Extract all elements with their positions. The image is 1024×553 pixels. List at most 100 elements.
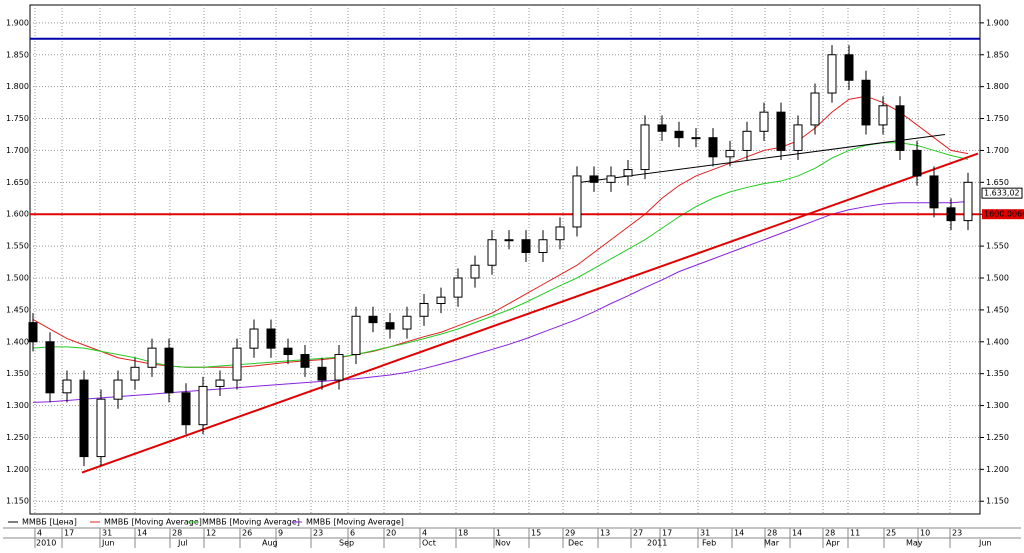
legend-label: ММВБ [Moving Average] bbox=[104, 518, 202, 527]
candle-body bbox=[453, 277, 463, 298]
y-tick-label: 1.150 bbox=[986, 497, 1009, 506]
x-day-label: 31 bbox=[102, 529, 112, 538]
candle-body bbox=[419, 303, 429, 317]
candle-body bbox=[708, 137, 718, 158]
x-month-label: Feb bbox=[702, 539, 716, 548]
y-tick-label: 1.750 bbox=[986, 114, 1009, 123]
x-month-label: Mar bbox=[764, 539, 780, 548]
candle-body bbox=[589, 175, 599, 183]
x-month-label: Nov bbox=[495, 539, 511, 548]
y-tick-label: 1.750 bbox=[6, 114, 29, 123]
moving-average-line bbox=[32, 200, 969, 403]
legend-label: ММВБ [Moving Average] bbox=[202, 518, 300, 527]
x-month-label: Aug bbox=[262, 539, 278, 548]
y-tick-label: 1.450 bbox=[6, 305, 29, 314]
candle-body bbox=[691, 137, 701, 140]
candle-body bbox=[912, 149, 922, 177]
level-tag bbox=[982, 209, 1024, 220]
candle-body bbox=[895, 105, 905, 151]
candle-body bbox=[198, 385, 208, 426]
candle-body bbox=[402, 315, 412, 330]
x-month-label: Jul bbox=[177, 539, 188, 548]
candle-body bbox=[266, 328, 276, 349]
x-day-label: 4 bbox=[422, 529, 427, 538]
x-day-label: 23 bbox=[952, 529, 962, 538]
y-tick-label: 1.200 bbox=[986, 465, 1009, 474]
candle-body bbox=[861, 79, 871, 126]
x-day-label: 20 bbox=[386, 529, 396, 538]
level-label: 1600,0066 bbox=[984, 210, 1024, 219]
moving-average-line bbox=[32, 142, 969, 368]
candle-body bbox=[776, 111, 786, 151]
candle-body bbox=[538, 239, 548, 253]
candle-body bbox=[249, 328, 259, 349]
x-day-label: 28 bbox=[825, 529, 835, 538]
y-tick-label: 1.900 bbox=[986, 18, 1009, 27]
y-tick-label: 1.150 bbox=[6, 497, 29, 506]
x-month-label: Jun bbox=[101, 539, 115, 548]
x-day-label: 28 bbox=[172, 529, 182, 538]
x-day-label: 14 bbox=[792, 529, 802, 538]
candle-body bbox=[572, 175, 582, 228]
candle-body bbox=[334, 354, 344, 381]
x-day-label: 26 bbox=[242, 529, 252, 538]
candle-body bbox=[351, 315, 361, 356]
candle-body bbox=[555, 226, 565, 241]
y-tick-label: 1.600 bbox=[6, 210, 29, 219]
x-month-label: Sep bbox=[339, 539, 354, 548]
y-tick-label: 1.350 bbox=[986, 369, 1009, 378]
x-day-label: 31 bbox=[700, 529, 710, 538]
trend-line bbox=[579, 133, 946, 183]
candle-body bbox=[283, 347, 293, 356]
y-tick-label: 1.400 bbox=[6, 337, 29, 346]
candle-body bbox=[606, 175, 616, 183]
y-tick-label: 1.400 bbox=[986, 337, 1009, 346]
x-month-label: Oct bbox=[422, 539, 436, 548]
x-day-label: 10 bbox=[920, 529, 930, 538]
candle-body bbox=[28, 322, 38, 343]
y-tick-label: 1.300 bbox=[986, 401, 1009, 410]
x-day-label: 11 bbox=[850, 529, 860, 538]
x-day-label: 4 bbox=[37, 529, 42, 538]
y-tick-label: 1.650 bbox=[986, 178, 1009, 187]
x-day-label: 17 bbox=[662, 529, 672, 538]
candle-body bbox=[470, 264, 480, 279]
last-price-label: 1.633,02 bbox=[984, 189, 1020, 198]
plot-frame bbox=[29, 4, 981, 515]
x-month-label: Apr bbox=[826, 539, 841, 548]
candle-body bbox=[164, 347, 174, 394]
candle-body bbox=[521, 239, 531, 253]
candle-body bbox=[232, 347, 242, 381]
candle-body bbox=[793, 124, 803, 151]
candle-body bbox=[181, 392, 191, 426]
candle-body bbox=[929, 175, 939, 209]
last-price-tag bbox=[981, 187, 1023, 199]
y-tick-label: 1.350 bbox=[6, 369, 29, 378]
x-day-label: 23 bbox=[313, 529, 323, 538]
y-tick-label: 1.700 bbox=[986, 146, 1009, 155]
x-month-label: 2010 bbox=[36, 539, 56, 548]
candle-body bbox=[113, 379, 123, 400]
y-tick-label: 1.500 bbox=[6, 273, 29, 282]
x-day-label: 18 bbox=[458, 529, 468, 538]
x-month-label: Jun bbox=[978, 539, 992, 548]
y-tick-label: 1.650 bbox=[6, 178, 29, 187]
candle-body bbox=[300, 354, 310, 368]
candle-body bbox=[827, 54, 837, 94]
x-day-label: 12 bbox=[206, 529, 216, 538]
candle-body bbox=[130, 366, 140, 381]
x-month-label: Dec bbox=[568, 539, 583, 548]
x-day-label: 28 bbox=[767, 529, 777, 538]
x-day-label: 6 bbox=[350, 529, 355, 538]
y-tick-label: 1.700 bbox=[6, 146, 29, 155]
trend-line bbox=[81, 152, 979, 474]
candle-body bbox=[623, 169, 633, 177]
candle-body bbox=[79, 379, 89, 458]
y-tick-label: 1.200 bbox=[6, 465, 29, 474]
y-tick-label: 1.550 bbox=[986, 242, 1009, 251]
x-day-label: 29 bbox=[565, 529, 575, 538]
legend-label: ММВБ [Moving Average] bbox=[306, 518, 404, 527]
y-tick-label: 1.850 bbox=[986, 50, 1009, 59]
x-month-label: May bbox=[906, 539, 923, 548]
